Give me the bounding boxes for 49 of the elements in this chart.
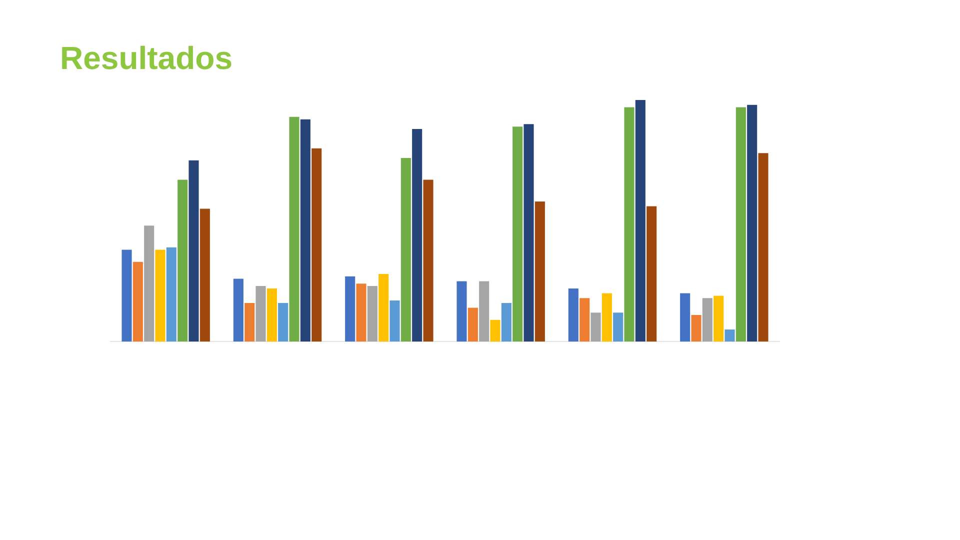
- bar: [400, 158, 411, 342]
- bar: [590, 312, 601, 342]
- bar: [702, 298, 712, 342]
- bar: [724, 330, 735, 342]
- bar: [390, 300, 400, 342]
- bar: [166, 247, 176, 342]
- bar: [188, 160, 199, 342]
- bar: [501, 302, 512, 342]
- bar: [178, 180, 188, 342]
- bar: [479, 281, 490, 342]
- bar: [456, 281, 467, 342]
- bar: [200, 208, 210, 342]
- bar: [624, 107, 634, 342]
- bar: [747, 104, 758, 342]
- bar: [534, 201, 545, 342]
- bar: [680, 293, 690, 342]
- bar: [256, 286, 266, 342]
- bar: [580, 298, 590, 342]
- bar: [289, 116, 300, 342]
- bar: [144, 226, 154, 342]
- bar: [568, 288, 578, 342]
- bar: [613, 312, 624, 342]
- bar: [132, 262, 143, 342]
- bar: [412, 128, 422, 342]
- bar: [244, 302, 255, 342]
- bar: [122, 250, 132, 342]
- bar: [367, 286, 378, 342]
- bar: [233, 278, 244, 342]
- bar: [266, 288, 277, 342]
- bar: [646, 206, 657, 342]
- bar: [602, 293, 612, 342]
- bar: [714, 296, 724, 342]
- bar: [758, 153, 768, 342]
- bar: [378, 274, 389, 342]
- bar: [278, 302, 288, 342]
- bar: [155, 250, 166, 342]
- bar: [423, 180, 434, 342]
- bar: [736, 107, 746, 342]
- bar: [468, 308, 478, 342]
- bar: [345, 276, 356, 342]
- bar: [356, 284, 366, 342]
- bar: [524, 124, 534, 342]
- bar: [691, 315, 702, 342]
- bar: [300, 119, 310, 342]
- bar: [312, 148, 322, 342]
- bar: [490, 320, 500, 342]
- bar: [512, 126, 523, 342]
- chart-title: Resultados: [60, 40, 232, 77]
- bar: [635, 100, 646, 342]
